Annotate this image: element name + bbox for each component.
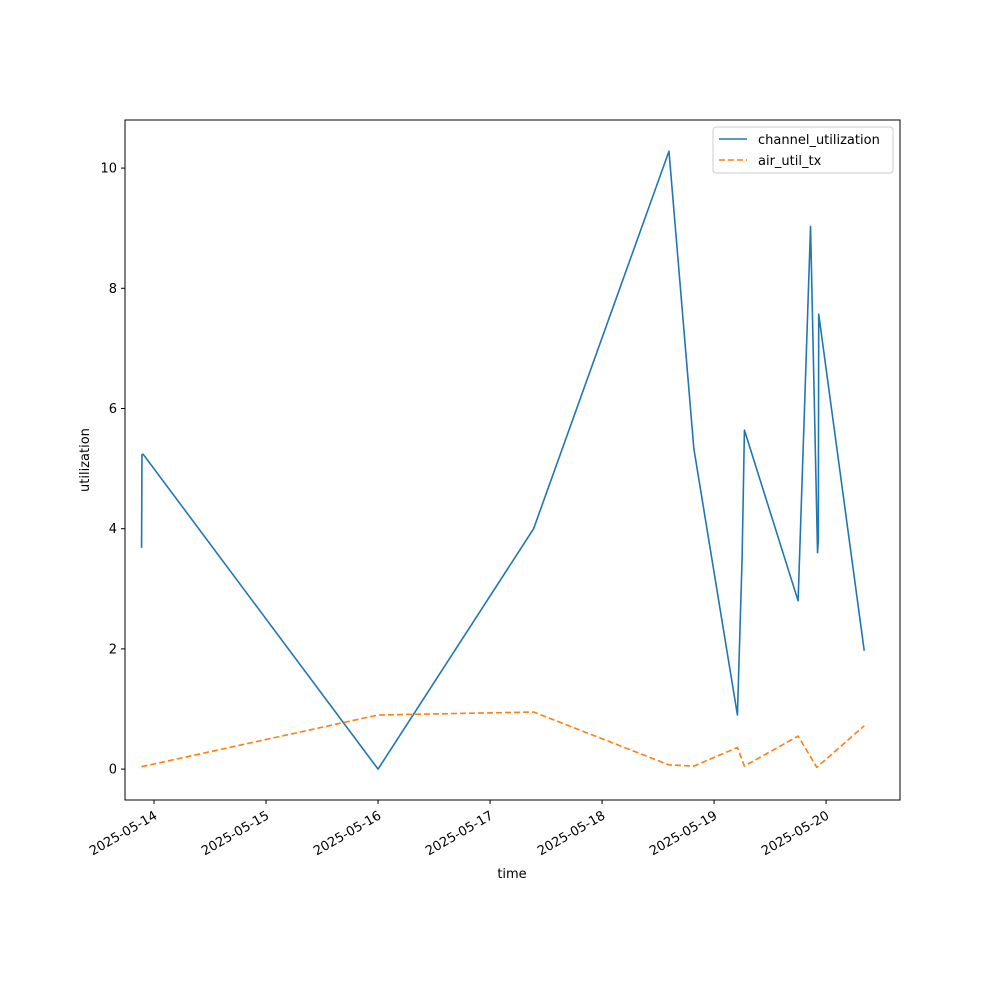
y-tick-label: 0 (109, 763, 117, 778)
series-layer (140, 150, 866, 770)
x-axis: 2025-05-14 2025-05-15 2025-05-16 2025-05-17… (87, 800, 832, 859)
x-tick-label: 2025-05-17 (423, 808, 496, 859)
y-tick-label: 6 (109, 402, 117, 417)
legend-label-channel-utilization: channel_utilization (758, 133, 880, 148)
y-axis-label: utilization (78, 428, 93, 492)
series-line-channel-utilization (140, 150, 866, 770)
series-line-air-util-tx (141, 711, 865, 769)
y-axis: 0 2 4 6 8 10 (100, 162, 125, 778)
x-tick-label: 2025-05-19 (647, 808, 720, 859)
x-tick-label: 2025-05-18 (535, 808, 608, 859)
x-tick-label: 2025-05-16 (311, 808, 384, 859)
x-tick-label: 2025-05-14 (87, 808, 160, 859)
legend: channel_utilization air_util_tx (712, 126, 894, 174)
plot-area (125, 120, 900, 800)
x-axis-label: time (497, 867, 526, 882)
y-tick-label: 4 (109, 522, 117, 537)
y-tick-label: 2 (109, 642, 117, 657)
legend-label-air-util-tx: air_util_tx (758, 154, 822, 169)
x-tick-label: 2025-05-20 (759, 808, 832, 859)
legend-box (712, 126, 894, 174)
y-tick-label: 8 (109, 282, 117, 297)
x-tick-label: 2025-05-15 (199, 808, 272, 859)
y-tick-label: 10 (100, 162, 117, 177)
plot-frame (124, 119, 901, 801)
